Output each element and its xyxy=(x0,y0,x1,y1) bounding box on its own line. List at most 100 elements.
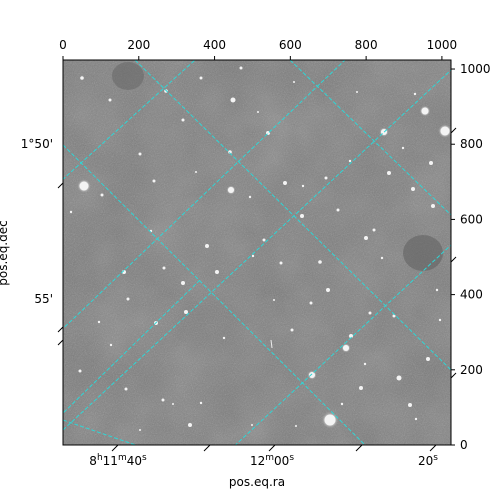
star xyxy=(348,159,352,163)
dec-tick xyxy=(450,256,457,263)
dark-patch xyxy=(403,235,443,271)
star xyxy=(349,334,353,338)
star xyxy=(172,403,174,405)
star xyxy=(435,288,439,292)
star xyxy=(215,270,219,274)
star xyxy=(414,417,418,421)
star xyxy=(222,336,226,340)
sky-image xyxy=(63,60,451,445)
grid-line xyxy=(234,244,451,445)
star xyxy=(309,301,313,305)
star xyxy=(205,244,209,248)
top-tick-label: 1000 xyxy=(427,38,458,52)
star xyxy=(78,369,82,373)
star xyxy=(318,260,322,264)
star xyxy=(273,299,275,301)
star xyxy=(368,311,372,315)
top-tick-label: 400 xyxy=(203,38,226,52)
star xyxy=(429,161,433,165)
ra-tick xyxy=(203,444,211,452)
star xyxy=(372,228,376,232)
star xyxy=(300,214,304,218)
star xyxy=(392,314,396,318)
plot-frame xyxy=(62,59,452,446)
dec-tick xyxy=(57,182,64,189)
ra-tick-label: 8h11m40s xyxy=(89,453,147,468)
star xyxy=(440,126,450,136)
ra-tick xyxy=(111,444,119,452)
ra-tick xyxy=(355,444,363,452)
dark-patch xyxy=(112,62,144,90)
ra-tick xyxy=(429,444,437,452)
world-axes: 8h11m40s 12m00s 20s 1°50' 55' xyxy=(21,127,457,468)
star xyxy=(239,66,243,70)
star xyxy=(326,288,330,292)
star xyxy=(401,146,405,150)
star xyxy=(181,281,185,285)
star xyxy=(100,193,104,197)
right-tick-label: 800 xyxy=(460,137,483,151)
dec-tick xyxy=(57,339,64,346)
grid-line xyxy=(63,419,138,445)
star xyxy=(195,171,197,173)
star xyxy=(290,328,294,332)
star xyxy=(184,310,188,314)
star xyxy=(69,210,73,214)
ra-tick-label: 12m00s xyxy=(250,453,294,468)
star xyxy=(228,187,234,193)
grid-line xyxy=(134,60,451,371)
star xyxy=(413,92,417,96)
star xyxy=(356,91,358,93)
star xyxy=(343,345,349,351)
star xyxy=(359,386,363,390)
ra-tick-label: 20s xyxy=(418,453,438,468)
star xyxy=(364,236,368,240)
star xyxy=(295,425,297,427)
star xyxy=(438,318,442,322)
star xyxy=(97,320,101,324)
star xyxy=(279,261,283,265)
top-tick-label: 600 xyxy=(279,38,302,52)
right-tick-label: 200 xyxy=(460,363,483,377)
coordinate-grid xyxy=(63,60,451,445)
ra-tick xyxy=(268,444,276,452)
star xyxy=(340,402,344,406)
grid-line xyxy=(63,60,196,180)
pixel-axes: 0 200 400 600 800 1000 0 200 400 600 800 1000 xyxy=(59,38,490,452)
star xyxy=(426,357,430,361)
star xyxy=(309,372,315,378)
star xyxy=(421,107,429,115)
dec-tick-label: 55' xyxy=(34,292,53,306)
star xyxy=(80,76,84,80)
star xyxy=(251,424,253,426)
right-tick-label: 0 xyxy=(460,438,468,452)
star xyxy=(262,238,266,242)
star xyxy=(324,176,328,180)
dec-tick xyxy=(57,326,64,333)
right-tick-label: 600 xyxy=(460,212,483,226)
star xyxy=(152,179,156,183)
star xyxy=(108,98,112,102)
star xyxy=(162,266,166,270)
star xyxy=(139,429,141,431)
star xyxy=(257,111,259,113)
grid-line xyxy=(63,69,451,431)
star xyxy=(124,387,128,391)
star-field xyxy=(69,66,451,431)
star xyxy=(188,423,192,427)
star xyxy=(161,398,165,402)
star xyxy=(324,414,336,426)
artifact-streak xyxy=(270,339,273,349)
star xyxy=(380,256,384,260)
dec-tick xyxy=(450,372,457,379)
star xyxy=(411,187,415,191)
star xyxy=(251,254,255,258)
grid-line xyxy=(63,144,366,445)
star xyxy=(199,76,203,80)
star xyxy=(199,401,203,405)
grid-line xyxy=(63,279,201,414)
star xyxy=(293,81,295,83)
star xyxy=(138,152,142,156)
dec-tick xyxy=(450,127,457,134)
